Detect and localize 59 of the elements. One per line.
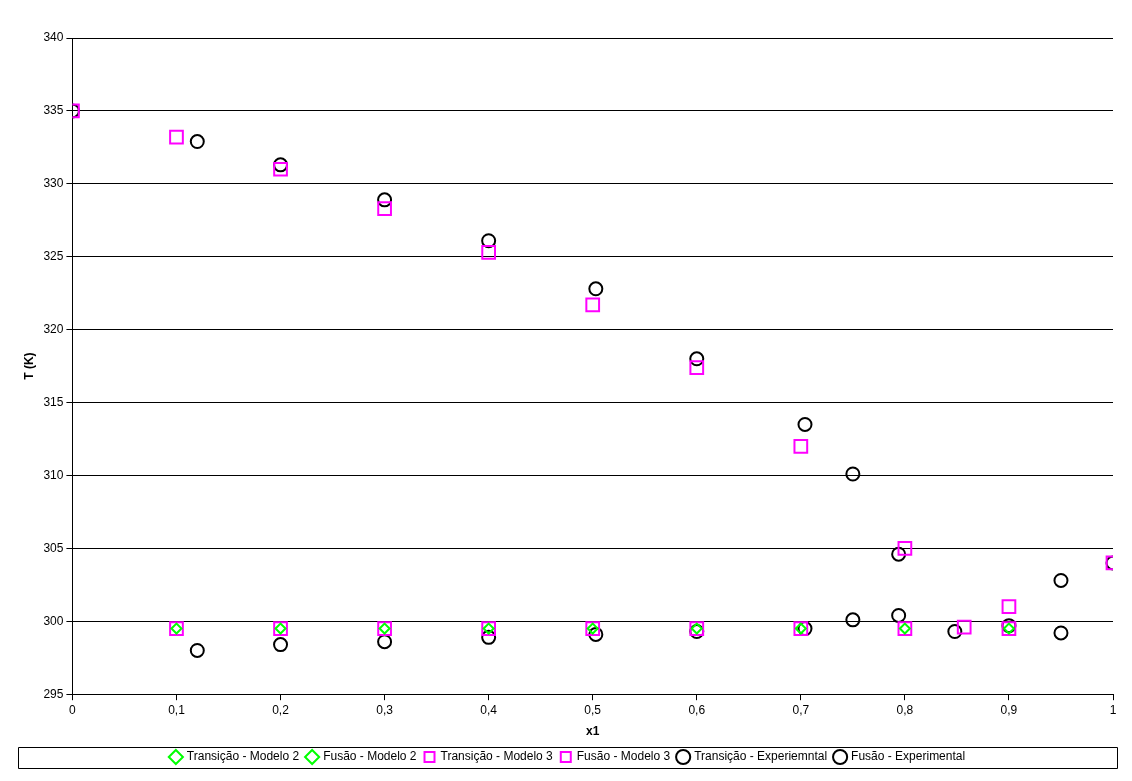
point [273,157,289,173]
point [689,360,705,375]
y-tick-label: 320 [43,321,64,336]
x-tick-label: 0,5 [584,702,602,717]
point [956,619,972,635]
point [1001,599,1017,615]
point [891,607,907,623]
point [273,161,288,177]
legend-label: Fusão - Experimental [851,749,966,764]
point [481,629,497,645]
y-tick-label: 335 [43,103,64,118]
point [377,192,393,208]
legend-label: Transição - Modelo 3 [440,749,554,764]
point [189,642,205,658]
y-tick-label: 305 [43,540,64,555]
y-axis-title: T (K) [21,352,36,380]
point [891,546,907,562]
x-tick-label: 0 [69,702,77,717]
x-tick-label: 0,4 [480,702,498,717]
legend-label: Transição - Experiemntal [694,749,828,764]
point [793,438,809,454]
x-tick-label: 0,9 [1000,702,1018,717]
x-tick-label: 1 [1109,702,1117,717]
point [273,637,289,653]
x-tick-label: 0,7 [792,702,810,717]
y-tick-label: 325 [43,249,64,264]
point [845,612,861,628]
y-tick-label: 300 [43,613,64,628]
point [585,297,601,313]
point [588,281,604,297]
point [845,466,861,482]
y-tick-label: 330 [43,176,64,191]
legend-label: Fusão - Modelo 2 [323,749,417,764]
legend-label: Transição - Modelo 2 [186,749,300,764]
point [947,624,963,639]
point [189,134,205,150]
y-tick-label: 310 [43,467,64,482]
point [1053,625,1069,641]
x-axis-title: x1 [586,724,600,739]
point [1053,572,1069,588]
point [481,245,497,260]
x-tick-label: 0,3 [376,702,394,717]
point [689,351,705,367]
legend-label: Fusão - Modelo 3 [576,749,671,764]
point [377,634,393,650]
y-tick-label: 295 [43,686,64,701]
point [169,129,184,145]
x-tick-label: 0,8 [896,702,914,717]
y-tick-label: 340 [43,30,64,45]
y-tick-label: 315 [43,394,64,409]
x-tick-label: 0,6 [688,702,706,717]
point [797,621,813,637]
x-tick-label: 0,1 [168,702,186,717]
x-tick-label: 0,2 [272,702,290,717]
point [897,541,913,556]
point [797,416,813,432]
point [377,201,392,216]
point [481,233,497,249]
point [588,626,604,642]
